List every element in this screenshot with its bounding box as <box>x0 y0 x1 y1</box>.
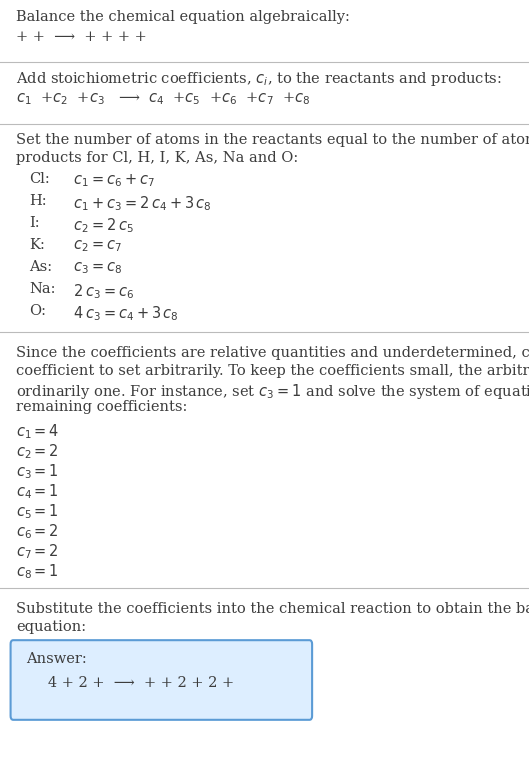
Text: Answer:: Answer: <box>26 652 87 666</box>
Text: Na:: Na: <box>29 282 56 296</box>
Text: $2\,c_3 = c_6$: $2\,c_3 = c_6$ <box>69 282 134 301</box>
Text: coefficient to set arbitrarily. To keep the coefficients small, the arbitrary va: coefficient to set arbitrarily. To keep … <box>16 364 529 378</box>
Text: equation:: equation: <box>16 620 86 634</box>
Text: Balance the chemical equation algebraically:: Balance the chemical equation algebraica… <box>16 10 350 24</box>
Text: $c_1 + c_3 = 2\,c_4 + 3\,c_8$: $c_1 + c_3 = 2\,c_4 + 3\,c_8$ <box>69 194 212 213</box>
Text: 4 + 2 +  ⟶  + + 2 + 2 +: 4 + 2 + ⟶ + + 2 + 2 + <box>34 676 239 690</box>
Text: ordinarily one. For instance, set $c_3 = 1$ and solve the system of equations fo: ordinarily one. For instance, set $c_3 =… <box>16 382 529 401</box>
Text: $c_2 = 2\,c_5$: $c_2 = 2\,c_5$ <box>69 216 134 235</box>
Text: Substitute the coefficients into the chemical reaction to obtain the balanced: Substitute the coefficients into the che… <box>16 602 529 616</box>
Text: remaining coefficients:: remaining coefficients: <box>16 400 187 414</box>
Text: $c_6 = 2$: $c_6 = 2$ <box>16 522 59 541</box>
Text: K:: K: <box>29 238 45 252</box>
Text: + +  ⟶  + + + +: + + ⟶ + + + + <box>16 30 147 44</box>
Text: Add stoichiometric coefficients, $c_i$, to the reactants and products:: Add stoichiometric coefficients, $c_i$, … <box>16 70 501 88</box>
Text: $c_1 = 4$: $c_1 = 4$ <box>16 422 59 441</box>
Text: Cl:: Cl: <box>29 172 50 186</box>
Text: $c_8 = 1$: $c_8 = 1$ <box>16 562 59 581</box>
Text: $c_7 = 2$: $c_7 = 2$ <box>16 542 59 561</box>
Text: $c_4 = 1$: $c_4 = 1$ <box>16 482 59 501</box>
Text: H:: H: <box>29 194 47 208</box>
Text: Since the coefficients are relative quantities and underdetermined, choose a: Since the coefficients are relative quan… <box>16 346 529 360</box>
Text: $c_1 = c_6 + c_7$: $c_1 = c_6 + c_7$ <box>69 172 155 188</box>
Text: $4\,c_3 = c_4 + 3\,c_8$: $4\,c_3 = c_4 + 3\,c_8$ <box>69 304 179 323</box>
Text: O:: O: <box>29 304 46 318</box>
Text: $c_3 = c_8$: $c_3 = c_8$ <box>69 260 122 275</box>
Text: As:: As: <box>29 260 52 274</box>
Text: $c_3 = 1$: $c_3 = 1$ <box>16 462 59 481</box>
Text: $c_2 = c_7$: $c_2 = c_7$ <box>69 238 122 254</box>
Text: $c_1$  +$c_2$  +$c_3$   ⟶  $c_4$  +$c_5$  +$c_6$  +$c_7$  +$c_8$: $c_1$ +$c_2$ +$c_3$ ⟶ $c_4$ +$c_5$ +$c_6… <box>16 90 311 107</box>
Text: I:: I: <box>29 216 40 230</box>
Text: $c_2 = 2$: $c_2 = 2$ <box>16 442 59 461</box>
Text: $c_5 = 1$: $c_5 = 1$ <box>16 502 59 520</box>
Text: Set the number of atoms in the reactants equal to the number of atoms in the: Set the number of atoms in the reactants… <box>16 133 529 147</box>
Text: products for Cl, H, I, K, As, Na and O:: products for Cl, H, I, K, As, Na and O: <box>16 151 298 165</box>
